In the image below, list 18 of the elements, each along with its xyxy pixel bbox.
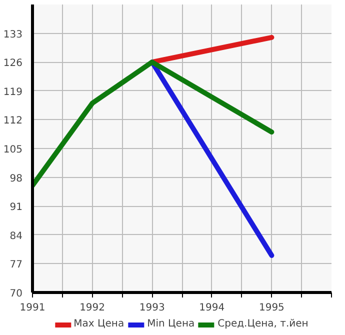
y-tick-label: 70 — [10, 288, 23, 300]
x-tick-label: 1991 — [20, 302, 46, 314]
y-tick-label: 91 — [10, 202, 23, 214]
x-tick-label: 1995 — [258, 302, 284, 314]
legend-label: Сред.Цена, т.йен — [218, 318, 308, 330]
x-tick-label: 1993 — [139, 302, 165, 314]
y-tick-label: 119 — [3, 86, 23, 98]
y-tick-label: 77 — [10, 260, 23, 271]
y-tick-label: 126 — [3, 58, 23, 70]
y-tick-label: 112 — [3, 116, 23, 127]
legend-label: Min Цена — [147, 318, 195, 330]
y-tick-label: 84 — [10, 230, 23, 242]
legend-label: Max Цена — [74, 318, 124, 330]
x-tick-label: 1992 — [80, 302, 106, 314]
y-tick-label: 105 — [3, 144, 23, 156]
y-tick-label: 133 — [3, 29, 23, 40]
x-tick-label: 1994 — [199, 302, 225, 314]
y-tick-label: 98 — [10, 173, 23, 184]
